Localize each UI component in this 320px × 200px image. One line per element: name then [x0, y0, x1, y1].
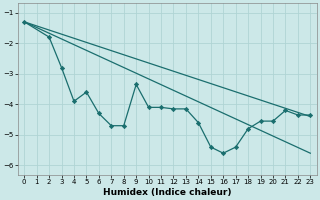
- X-axis label: Humidex (Indice chaleur): Humidex (Indice chaleur): [103, 188, 232, 197]
